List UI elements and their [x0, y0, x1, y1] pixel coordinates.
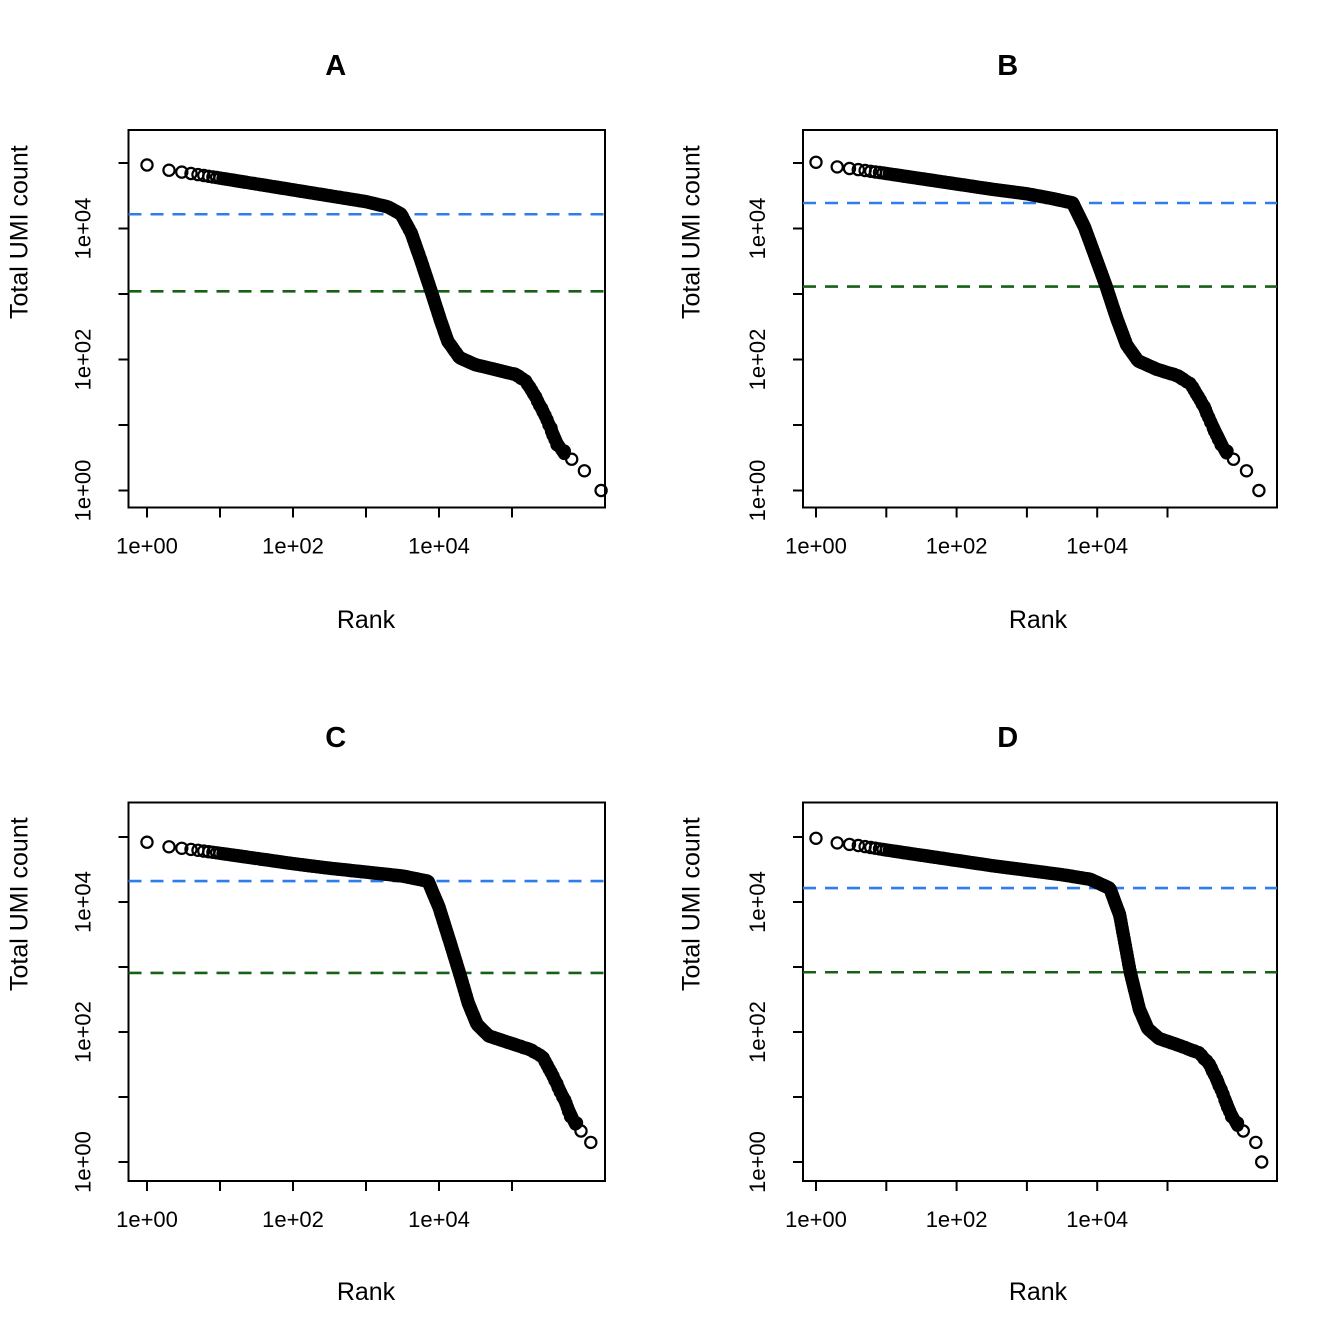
data-point: [1239, 464, 1254, 478]
data-point: [830, 836, 844, 850]
panel-a: A 1e+00 1e+02 1e+04 1e+00 1e+02 1e+04 Rank To…: [0, 0, 672, 672]
data-point: [577, 464, 592, 478]
data-point: [140, 158, 154, 172]
y-tick-label: 1e+04: [71, 871, 96, 933]
data-point: [863, 840, 878, 855]
plot-box: [802, 801, 1278, 1182]
x-tick-label: 1e+00: [116, 1207, 178, 1232]
data-point: [162, 163, 176, 177]
y-tick-label: 1e+02: [71, 329, 96, 391]
data-point: [197, 168, 211, 183]
data-points: [809, 155, 1266, 498]
x-axis-title: Rank: [336, 1278, 396, 1306]
y-tick-label: 1e+00: [71, 460, 96, 522]
data-point: [162, 840, 176, 854]
x-axis-title: Rank: [1008, 606, 1068, 634]
y-tick-label: 1e+02: [745, 1001, 770, 1063]
data-point: [197, 844, 211, 858]
data-point: [574, 1124, 588, 1138]
plot-area: 1e+00 1e+02 1e+04 1e+00 1e+02 1e+04: [745, 801, 1278, 1232]
data-point: [851, 838, 865, 853]
data-point: [584, 1135, 598, 1150]
panel-c: C 1e+00 1e+02 1e+04 1e+00 1e+02 1e+04 Rank To…: [0, 672, 672, 1344]
y-tick-label: 1e+02: [745, 329, 770, 391]
data-point: [809, 155, 823, 169]
data-point: [1236, 1124, 1251, 1138]
y-tick-label: 1e+04: [745, 198, 770, 260]
x-tick-label: 1e+04: [1066, 1207, 1128, 1232]
panel-title: D: [997, 722, 1019, 754]
data-point: [175, 165, 189, 179]
plot-area: 1e+00 1e+02 1e+04 1e+00 1e+02 1e+04: [745, 129, 1278, 559]
data-point: [1255, 1155, 1269, 1169]
panel-d: D 1e+00 1e+02 1e+04 1e+00 1e+02 1e+04 Rank To…: [672, 672, 1344, 1344]
data-point: [175, 841, 189, 855]
data-point: [1252, 483, 1266, 498]
x-axis-title: Rank: [336, 606, 396, 634]
plot-area: 1e+00 1e+02 1e+04 1e+00 1e+02 1e+04: [71, 801, 606, 1232]
data-point: [1249, 1135, 1263, 1150]
data-point: [1220, 444, 1234, 458]
scatter-band: [883, 844, 1244, 1132]
data-point: [809, 831, 823, 845]
panel-b: B 1e+00 1e+02 1e+04 1e+00 1e+02 1e+04 Rank To…: [672, 0, 1344, 672]
y-tick-label: 1e+00: [745, 1131, 770, 1193]
data-points: [140, 835, 598, 1150]
data-point: [557, 444, 572, 458]
data-point: [184, 842, 198, 857]
scatter-band: [217, 847, 582, 1131]
data-point: [830, 160, 844, 174]
y-tick-label: 1e+00: [71, 1131, 96, 1193]
data-point: [1226, 452, 1241, 466]
data-point: [842, 161, 857, 176]
y-tick-label: 1e+02: [71, 1001, 96, 1063]
y-tick-label: 1e+00: [745, 460, 770, 522]
x-tick-label: 1e+04: [408, 534, 470, 559]
data-point: [140, 835, 154, 849]
panel-title: B: [997, 50, 1019, 82]
data-point: [851, 162, 865, 177]
plot-area: 1e+00 1e+02 1e+04 1e+00 1e+02 1e+04: [71, 129, 608, 559]
panel-title: A: [325, 50, 347, 82]
plot-box: [127, 129, 606, 509]
x-tick-label: 1e+02: [262, 534, 324, 559]
panel-title: C: [325, 722, 347, 754]
scatter-band: [217, 172, 571, 461]
plot-box: [127, 801, 606, 1182]
x-tick-label: 1e+00: [116, 534, 178, 559]
x-tick-label: 1e+02: [262, 1207, 324, 1232]
x-axis-title: Rank: [1008, 1278, 1068, 1306]
y-tick-label: 1e+04: [745, 871, 770, 933]
data-points: [809, 831, 1269, 1169]
x-tick-label: 1e+04: [408, 1207, 470, 1232]
scatter-band: [883, 167, 1233, 460]
y-tick-label: 1e+04: [71, 198, 96, 260]
data-point: [594, 483, 608, 498]
x-tick-label: 1e+00: [785, 1207, 847, 1232]
x-tick-label: 1e+02: [926, 1207, 988, 1232]
data-point: [184, 166, 198, 181]
x-tick-label: 1e+02: [926, 534, 988, 559]
x-tick-label: 1e+00: [785, 534, 847, 559]
x-tick-label: 1e+04: [1066, 534, 1128, 559]
data-points: [140, 158, 608, 498]
plot-box: [802, 129, 1278, 509]
data-point: [863, 164, 878, 178]
data-point: [842, 837, 857, 852]
data-point: [565, 452, 579, 466]
